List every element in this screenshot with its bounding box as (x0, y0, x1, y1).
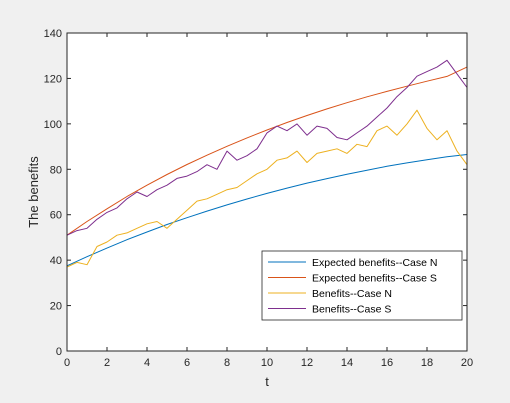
series-line-3 (66, 109, 468, 268)
x-tick-label: 2 (104, 357, 110, 369)
y-tick-label: 0 (56, 346, 62, 358)
series-line-1 (66, 154, 468, 267)
x-tick-label: 4 (144, 357, 150, 369)
legend-label-1: Expected benefits--Case N (312, 257, 437, 269)
series-layer (66, 59, 468, 268)
x-tick-label: 0 (64, 357, 70, 369)
x-tick-label: 12 (301, 357, 313, 369)
y-tick-label: 80 (50, 164, 62, 176)
legend: Expected benefits--Case N Expected benefi… (261, 250, 463, 321)
y-tick-label: 40 (50, 255, 62, 267)
y-tick-label: 140 (44, 28, 62, 40)
y-tick-label: 20 (50, 301, 62, 313)
legend-label-2: Expected benefits--Case S (312, 273, 437, 285)
y-tick-label: 120 (44, 73, 62, 85)
x-tick-label: 8 (224, 357, 230, 369)
y-axis-label: The benefits (26, 156, 41, 228)
x-tick-label: 10 (261, 357, 273, 369)
y-tick-label: 60 (50, 210, 62, 222)
y-tick-label: 100 (44, 119, 62, 131)
ticks-layer: 0 2 4 6 8 10 12 14 16 18 20 0 20 40 60 80 100 120 140 (44, 28, 473, 369)
series-line-4 (66, 59, 468, 236)
x-tick-label: 16 (381, 357, 393, 369)
x-tick-label: 14 (341, 357, 353, 369)
x-tick-label: 18 (421, 357, 433, 369)
x-axis-label: t (265, 374, 269, 389)
x-tick-label: 6 (184, 357, 190, 369)
legend-label-4: Benefits--Case S (312, 304, 391, 316)
series-line-2 (66, 66, 468, 236)
x-tick-label: 20 (461, 357, 473, 369)
legend-label-3: Benefits--Case N (312, 288, 392, 300)
